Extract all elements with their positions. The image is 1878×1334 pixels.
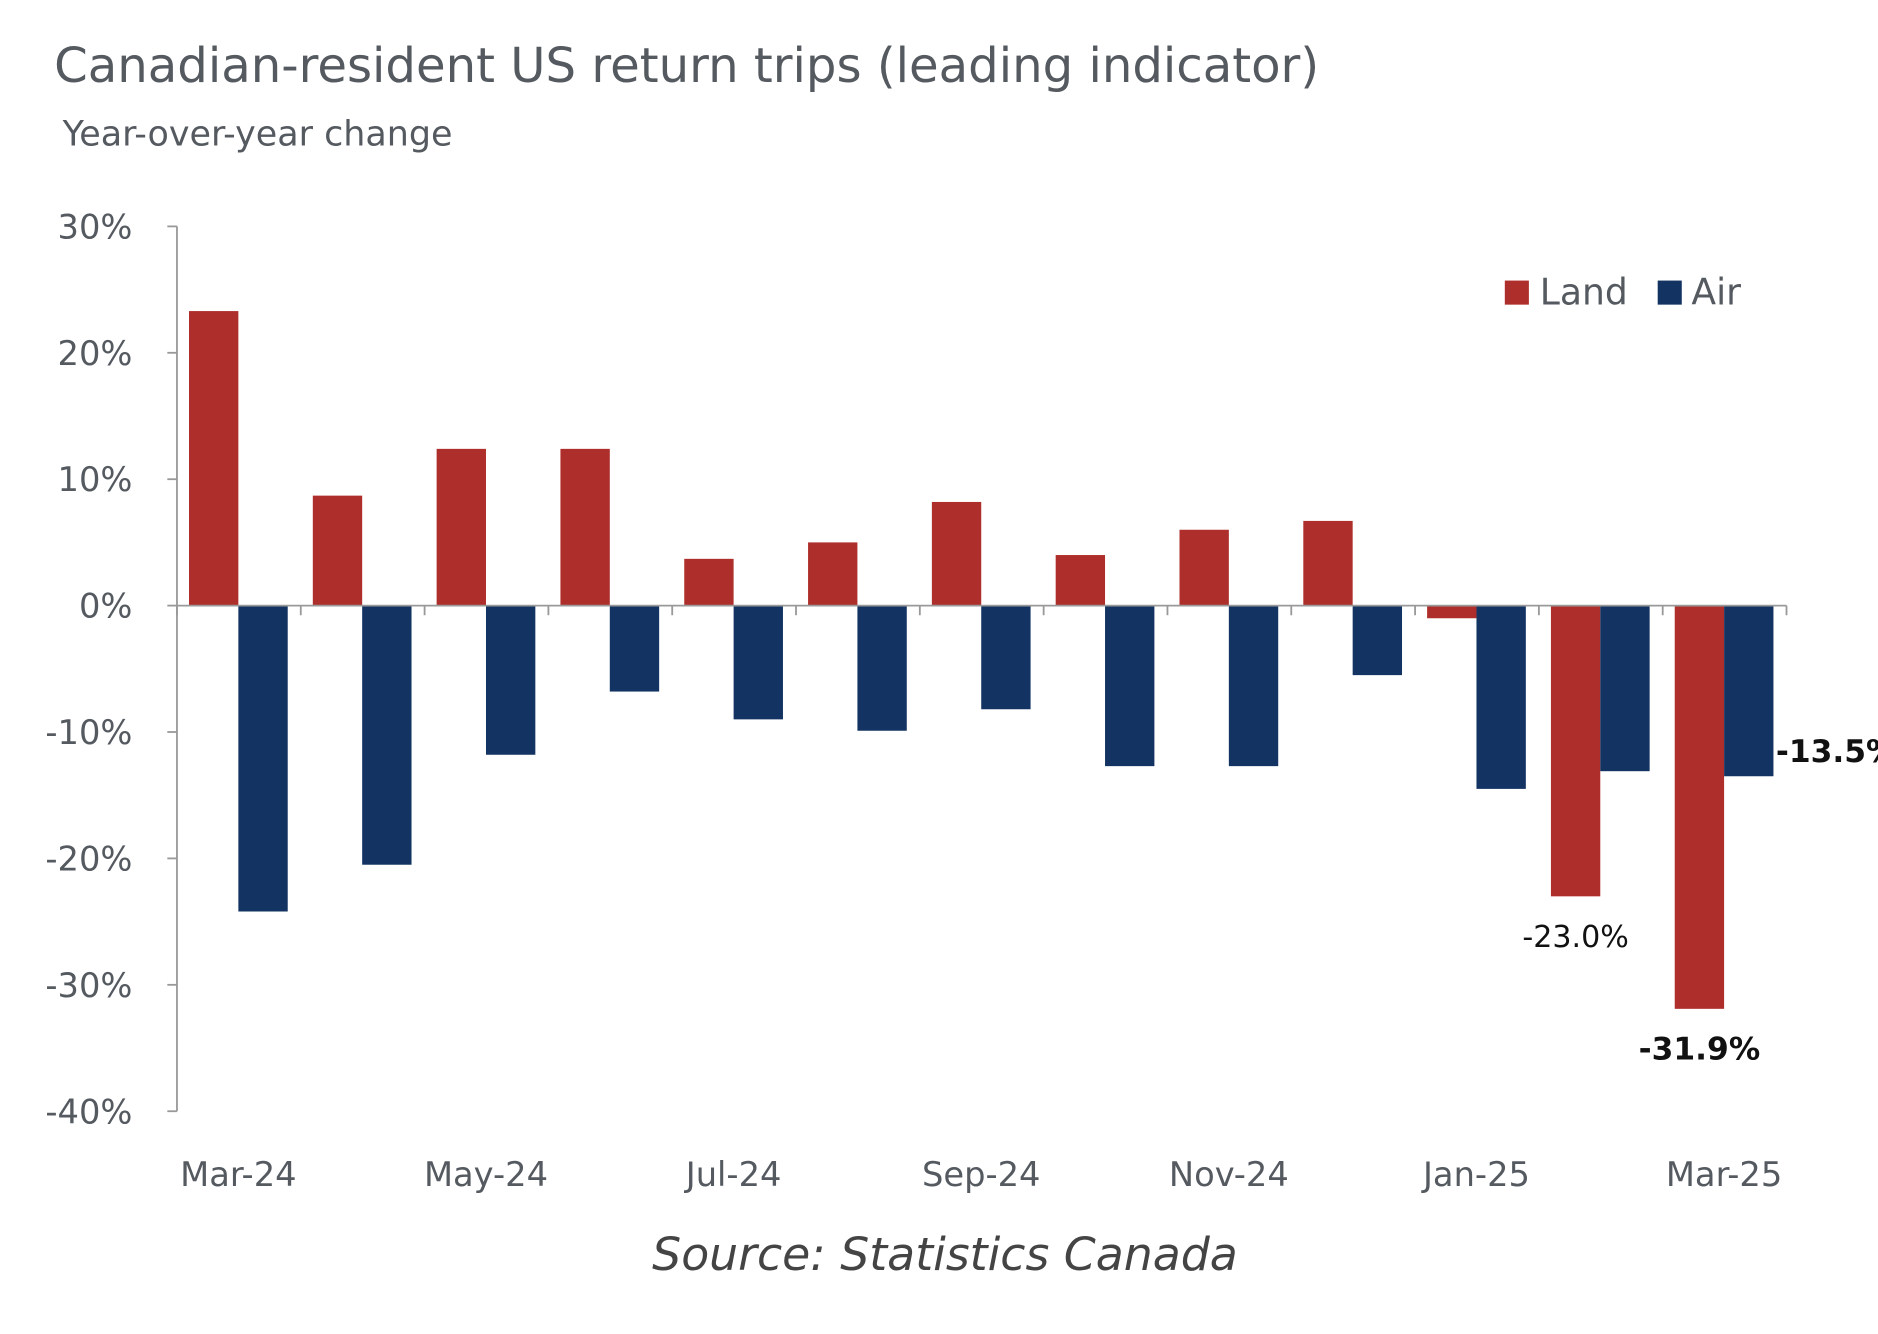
bar-land-oct-24 xyxy=(1055,555,1106,606)
bar-land-mar-25 xyxy=(1674,605,1725,1009)
bar-air-jan-25 xyxy=(1476,605,1526,789)
y-tick-label: -30% xyxy=(45,966,132,1005)
y-tick-label: 30% xyxy=(58,207,133,246)
data-label: -23.0% xyxy=(1522,920,1628,955)
y-axis: 30% 20% 10% 0% -10% -20% -30% -40% xyxy=(45,207,178,1131)
bar-land-jul-24 xyxy=(684,558,734,606)
bar-air-nov-24 xyxy=(1228,605,1279,767)
bar-air-dec-24 xyxy=(1352,605,1403,676)
bar-air-jun-24 xyxy=(609,605,660,692)
source-note: Source: Statistics Canada xyxy=(652,1228,1238,1281)
bar-air-feb-25 xyxy=(1600,605,1650,772)
bars xyxy=(189,311,1774,1009)
data-label: -13.5% xyxy=(1776,734,1878,770)
x-tick-label: May-24 xyxy=(424,1155,548,1194)
y-tick-label: 0% xyxy=(79,587,132,626)
x-tick-label: Nov-24 xyxy=(1169,1155,1289,1194)
bar-land-nov-24 xyxy=(1179,529,1229,606)
bar-land-apr-24 xyxy=(312,495,363,606)
legend-swatch-land xyxy=(1504,280,1529,305)
chart-subtitle: Year-over-year change xyxy=(62,115,453,155)
x-tick-label: Sep-24 xyxy=(922,1155,1041,1194)
y-tick-label: -20% xyxy=(45,839,132,878)
legend-swatch-air xyxy=(1657,280,1682,305)
bar-land-mar-24 xyxy=(189,311,239,606)
bar-land-may-24 xyxy=(436,448,486,606)
bar-air-mar-24 xyxy=(238,605,288,912)
legend: Land Air xyxy=(1504,271,1741,314)
y-tick-label: -10% xyxy=(45,713,132,752)
bar-land-aug-24 xyxy=(808,542,858,606)
legend-label-air: Air xyxy=(1691,271,1741,314)
bar-air-oct-24 xyxy=(1105,605,1155,767)
bar-air-may-24 xyxy=(485,605,536,755)
bar-land-jan-25 xyxy=(1427,605,1477,619)
x-tick-label: Jan-25 xyxy=(1421,1155,1530,1194)
bar-air-aug-24 xyxy=(857,605,907,731)
chart-title: Canadian-resident US return trips (leadi… xyxy=(54,38,1319,94)
y-tick-label: 20% xyxy=(58,334,133,373)
bar-air-jul-24 xyxy=(733,605,783,720)
bar-land-jun-24 xyxy=(560,448,610,606)
bar-land-sep-24 xyxy=(931,501,982,606)
bar-air-apr-24 xyxy=(362,605,412,865)
legend-label-land: Land xyxy=(1540,271,1628,314)
x-tick-label: Mar-24 xyxy=(180,1155,296,1194)
data-labels: -23.0% -31.9% -13.5% xyxy=(1522,734,1878,1068)
x-tick-label: Mar-25 xyxy=(1666,1155,1782,1194)
bar-land-feb-25 xyxy=(1550,605,1601,897)
x-axis: Mar-24 May-24 Jul-24 Sep-24 Nov-24 Jan-25 Mar-… xyxy=(176,604,1788,1194)
x-tick-label: Jul-24 xyxy=(684,1155,782,1194)
y-tick-label: 10% xyxy=(58,460,133,499)
bar-land-dec-24 xyxy=(1303,520,1353,606)
bar-air-mar-25 xyxy=(1724,605,1774,777)
y-tick-label: -40% xyxy=(45,1092,132,1131)
bar-air-sep-24 xyxy=(981,605,1031,710)
data-label: -31.9% xyxy=(1639,1031,1761,1067)
